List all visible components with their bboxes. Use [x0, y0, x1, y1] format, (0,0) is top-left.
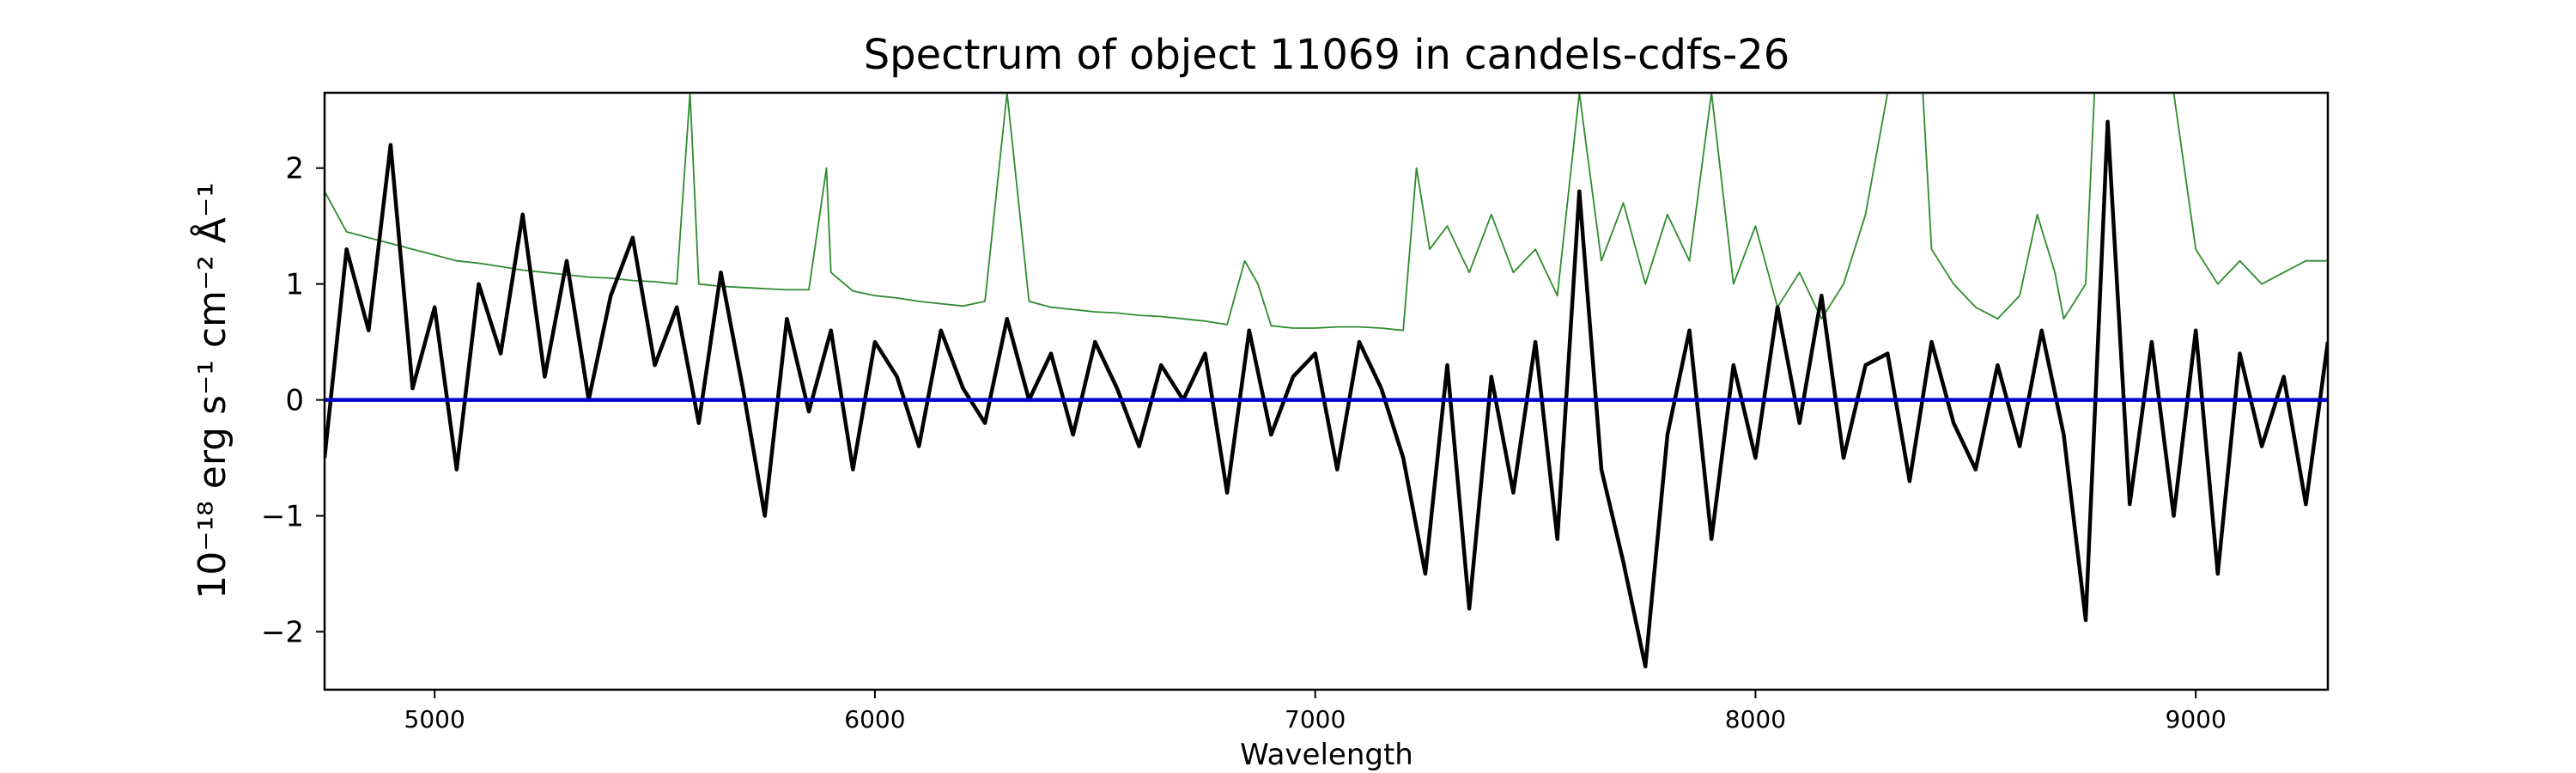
y-tick-label: 1	[285, 268, 304, 302]
plot-area	[325, 93, 2328, 669]
y-axis: −2 −1 0 1 2	[261, 152, 325, 650]
x-tick-label: 9000	[2166, 705, 2227, 733]
y-tick-label: 2	[285, 152, 304, 186]
x-axis: 5000 6000 7000 8000 9000	[404, 690, 2227, 733]
x-tick-label: 7000	[1285, 705, 1346, 733]
y-axis-label: 10⁻¹⁸ erg s⁻¹ cm⁻² Å⁻¹	[189, 182, 234, 599]
x-tick-label: 5000	[404, 705, 465, 733]
y-tick-label: 0	[285, 384, 304, 418]
plot-frame	[323, 91, 2330, 691]
y-tick-label: −2	[261, 616, 304, 650]
x-axis-label: Wavelength	[1240, 738, 1413, 772]
y-tick-label: −1	[261, 500, 304, 534]
series-line-flux	[325, 119, 2328, 669]
chart-title: Spectrum of object 11069 in candels-cdfs…	[864, 31, 1790, 79]
x-tick-label: 8000	[1725, 705, 1786, 733]
x-tick-label: 6000	[844, 705, 905, 733]
series-line-error	[325, 93, 2328, 332]
